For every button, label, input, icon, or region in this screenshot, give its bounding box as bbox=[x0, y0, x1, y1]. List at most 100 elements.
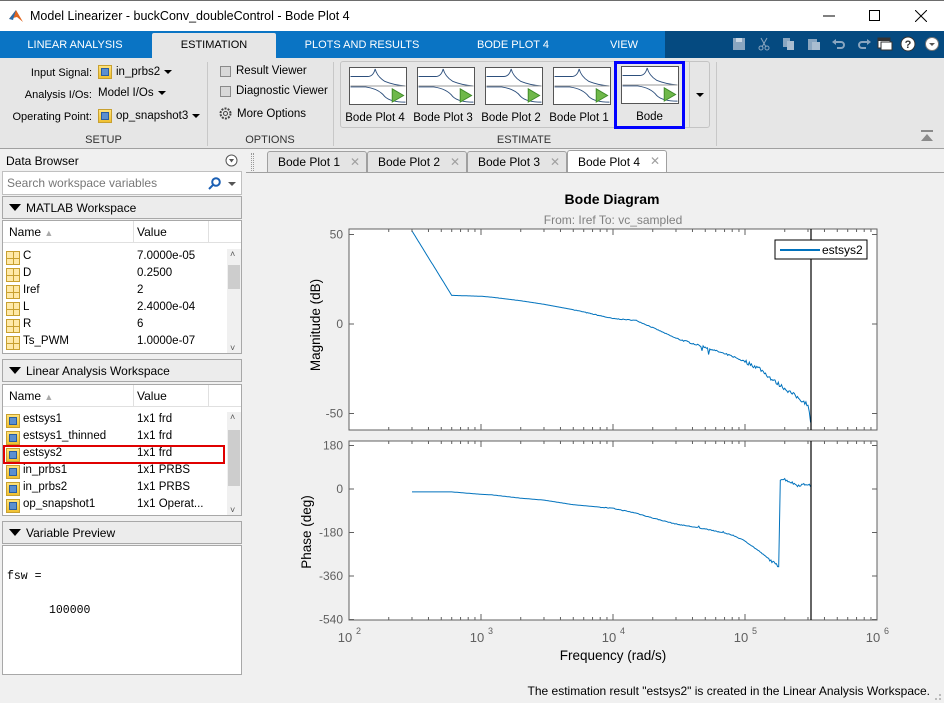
table-row[interactable]: in_prbs1 1x1 PRBS bbox=[3, 463, 227, 480]
table-row[interactable]: Ts_PWM 1.0000e-07 bbox=[3, 334, 227, 351]
svg-text:180: 180 bbox=[323, 438, 343, 452]
var-name: R bbox=[23, 318, 32, 330]
scroll-down-icon[interactable]: ˅ bbox=[230, 505, 236, 515]
tab-plots-and-results[interactable]: PLOTS AND RESULTS bbox=[304, 39, 420, 51]
doc-tab-bode-plot-2[interactable]: Bode Plot 2 ✕ bbox=[367, 151, 467, 172]
undo-icon[interactable] bbox=[830, 35, 848, 53]
preview-variable-name: fsw = bbox=[7, 570, 42, 583]
magnitude-ylabel: Magnitude (dB) bbox=[308, 279, 323, 371]
scroll-up-icon[interactable]: ˄ bbox=[230, 249, 236, 259]
redo-icon[interactable] bbox=[855, 35, 873, 53]
var-name: L bbox=[23, 301, 30, 313]
panel-menu-icon[interactable] bbox=[225, 154, 238, 167]
var-value: 1x1 frd bbox=[137, 413, 173, 425]
gallery-item-label: Bode Plot 4 bbox=[345, 112, 405, 124]
column-header-value[interactable]: Value bbox=[137, 225, 167, 239]
analysis-ios-dropdown[interactable]: Model I/Os bbox=[98, 87, 166, 99]
close-tab-icon[interactable]: ✕ bbox=[449, 155, 460, 169]
more-options-button[interactable]: More Options bbox=[219, 107, 306, 120]
table-row[interactable]: estsys1 1x1 frd bbox=[3, 412, 227, 429]
copy-icon[interactable] bbox=[780, 35, 798, 53]
table-row[interactable]: C 7.0000e-05 bbox=[3, 249, 227, 266]
diagnostic-viewer-checkbox[interactable]: Diagnostic Viewer bbox=[220, 85, 328, 97]
options-dropdown-icon[interactable] bbox=[923, 35, 941, 53]
bode-thumbnail-icon bbox=[621, 66, 679, 104]
column-header-name[interactable]: Name ▲ bbox=[9, 225, 53, 239]
doc-tab-bode-plot-4[interactable]: Bode Plot 4 ✕ bbox=[567, 150, 667, 172]
input-signal-dropdown[interactable]: in_prbs2 bbox=[98, 65, 173, 79]
close-tab-icon[interactable]: ✕ bbox=[549, 155, 560, 169]
matlab-workspace-scrollbar[interactable]: ˄ ˅ bbox=[227, 249, 241, 353]
gallery-item-bode-plot-2[interactable]: Bode Plot 2 bbox=[478, 62, 544, 129]
resize-grip-icon[interactable] bbox=[932, 691, 942, 701]
scrollbar-thumb[interactable] bbox=[228, 430, 240, 486]
gallery-item-bode-plot-1[interactable]: Bode Plot 1 bbox=[546, 62, 612, 129]
table-row[interactable]: D 0.2500 bbox=[3, 266, 227, 283]
linear-analysis-workspace-header[interactable]: Linear Analysis Workspace bbox=[2, 359, 242, 382]
tab-view[interactable]: VIEW bbox=[609, 39, 639, 51]
table-row[interactable]: op_snapshot1 1x1 Operat... bbox=[3, 497, 227, 514]
matlab-workspace-header[interactable]: MATLAB Workspace bbox=[2, 196, 242, 219]
drag-handle[interactable] bbox=[251, 153, 254, 171]
search-workspace-input[interactable]: Search workspace variables bbox=[2, 171, 242, 195]
help-icon[interactable]: ? bbox=[899, 35, 917, 53]
table-row[interactable]: Iref 2 bbox=[3, 283, 227, 300]
var-value: 1.0000e-07 bbox=[137, 335, 196, 347]
operating-point-dropdown[interactable]: op_snapshot3 bbox=[98, 109, 201, 123]
search-icon[interactable] bbox=[208, 177, 221, 190]
magnitude-y-ticks: 50 0 -50 bbox=[326, 228, 877, 421]
tab-bode-plot-4[interactable]: BODE PLOT 4 bbox=[477, 39, 549, 51]
chart-legend[interactable]: estsys2 bbox=[774, 239, 868, 260]
gallery-expand-button[interactable] bbox=[689, 62, 710, 127]
data-browser-header: Data Browser bbox=[2, 152, 242, 170]
minimize-button[interactable] bbox=[806, 0, 852, 31]
variable-icon bbox=[98, 65, 112, 79]
scroll-down-icon[interactable]: ˅ bbox=[230, 343, 236, 353]
table-row[interactable]: in_prbs2 1x1 PRBS bbox=[3, 480, 227, 497]
gallery-item-bode[interactable]: Bode bbox=[614, 61, 685, 129]
tab-linear-analysis[interactable]: LINEAR ANALYSIS bbox=[27, 39, 123, 51]
close-tab-icon[interactable]: ✕ bbox=[349, 155, 360, 169]
sort-ascending-icon: ▲ bbox=[44, 392, 54, 402]
close-button[interactable] bbox=[898, 0, 944, 31]
linear-analysis-workspace-title: Linear Analysis Workspace bbox=[26, 363, 170, 378]
var-name: estsys1_thinned bbox=[23, 430, 107, 442]
paste-icon[interactable] bbox=[805, 35, 823, 53]
svg-text:10: 10 bbox=[866, 630, 880, 645]
var-name: op_snapshot1 bbox=[23, 498, 96, 510]
table-row-estsys2-highlighted[interactable]: estsys2 1x1 frd bbox=[3, 445, 225, 464]
gallery-item-bode-plot-4[interactable]: Bode Plot 4 bbox=[342, 62, 408, 129]
divider bbox=[716, 62, 717, 146]
column-header-value[interactable]: Value bbox=[137, 389, 167, 403]
bode-diagram-chart[interactable]: Bode Diagram From: Iref To: vc_sampled 5… bbox=[0, 0, 944, 680]
column-header-name[interactable]: Name ▲ bbox=[9, 389, 53, 403]
lti-object-icon bbox=[6, 414, 20, 428]
close-tab-icon[interactable]: ✕ bbox=[649, 154, 660, 168]
doc-tab-bode-plot-3[interactable]: Bode Plot 3 ✕ bbox=[467, 151, 567, 172]
save-icon[interactable] bbox=[730, 35, 748, 53]
layout-icon[interactable] bbox=[876, 35, 894, 53]
variable-preview-header[interactable]: Variable Preview bbox=[2, 521, 242, 544]
lti-object-icon bbox=[6, 499, 20, 513]
bode-thumbnail-icon bbox=[485, 67, 543, 105]
table-header: Name ▲ Value bbox=[3, 385, 241, 407]
result-viewer-checkbox[interactable]: Result Viewer bbox=[220, 65, 307, 77]
maximize-icon bbox=[869, 9, 880, 21]
search-options-arrow-icon[interactable] bbox=[228, 182, 236, 186]
table-row[interactable]: L 2.4000e-04 bbox=[3, 300, 227, 317]
cut-icon[interactable] bbox=[755, 35, 773, 53]
setup-section-label: SETUP bbox=[85, 134, 122, 146]
collapse-ribbon-icon[interactable] bbox=[920, 130, 934, 142]
table-row[interactable]: estsys1_thinned 1x1 frd bbox=[3, 429, 227, 446]
tab-estimation[interactable]: ESTIMATION bbox=[152, 33, 276, 58]
maximize-button[interactable] bbox=[852, 0, 898, 31]
preview-variable-value: 100000 bbox=[49, 604, 91, 617]
matlab-workspace-table: Name ▲ Value C 7.0000e-05 D 0.2500 Iref 2 L… bbox=[2, 220, 242, 354]
scroll-up-icon[interactable]: ˄ bbox=[230, 412, 236, 422]
doc-tab-bode-plot-1[interactable]: Bode Plot 1 ✕ bbox=[267, 151, 367, 172]
scrollbar-thumb[interactable] bbox=[228, 265, 240, 289]
gallery-item-bode-plot-3[interactable]: Bode Plot 3 bbox=[410, 62, 476, 129]
linear-analysis-scrollbar[interactable]: ˄ ˅ bbox=[227, 412, 241, 515]
gallery-item-label: Bode Plot 2 bbox=[481, 112, 541, 124]
